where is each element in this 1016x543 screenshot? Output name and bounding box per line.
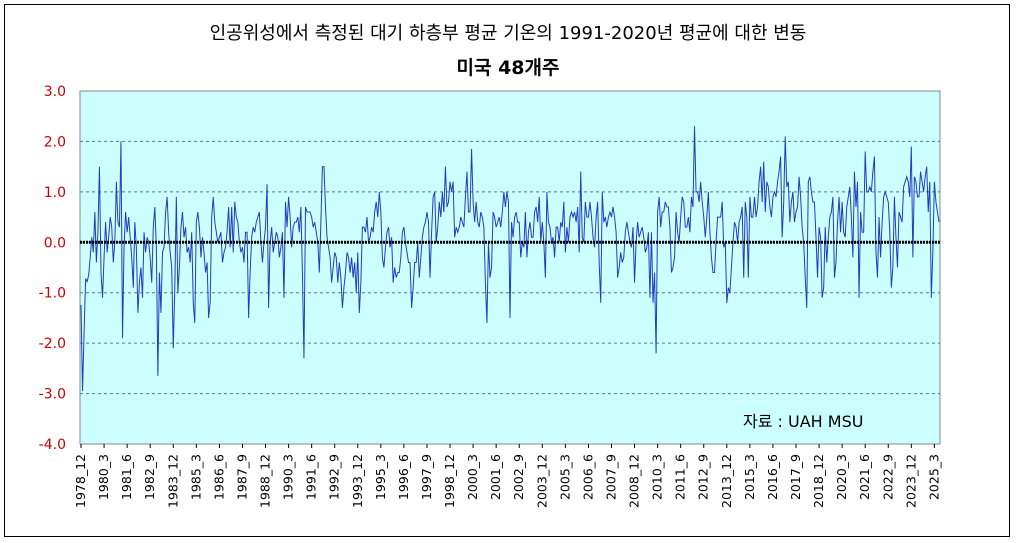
x-tick-label: 2023_12 <box>903 454 918 508</box>
x-tick-label: 2011_6 <box>673 454 688 500</box>
x-tick-label: 1996_6 <box>396 454 411 500</box>
x-tick-label: 1988_12 <box>258 454 273 508</box>
x-tick-label: 2021_6 <box>857 454 872 500</box>
y-tick-label: -3.0 <box>39 387 66 403</box>
x-tick-label: 2005_3 <box>557 454 572 500</box>
x-tick-label: 1991_6 <box>304 454 319 500</box>
x-tick-label: 1992_9 <box>327 454 342 500</box>
series-line <box>80 126 940 392</box>
x-tick-label: 2020_3 <box>834 454 849 500</box>
x-tick-label: 2022_9 <box>880 454 895 500</box>
y-tick-label: -1.0 <box>39 286 66 302</box>
x-tick-label: 1998_12 <box>442 454 457 508</box>
x-tick-label: 2002_9 <box>511 454 526 500</box>
x-tick-label: 1981_6 <box>119 454 134 500</box>
x-tick-label: 2008_12 <box>627 454 642 508</box>
y-tick-label: 0.0 <box>44 235 66 251</box>
x-tick-label: 1990_3 <box>281 454 296 500</box>
x-tick-label: 2016_6 <box>765 454 780 500</box>
x-tick-label: 2012_9 <box>696 454 711 500</box>
x-tick-label: 2007_9 <box>603 454 618 500</box>
y-tick-label: -4.0 <box>39 437 66 453</box>
y-tick-label: 1.0 <box>44 185 66 201</box>
x-tick-label: 2018_12 <box>811 454 826 508</box>
x-tick-label: 1995_3 <box>373 454 388 500</box>
y-tick-label: -2.0 <box>39 336 66 352</box>
plot-area <box>79 90 941 445</box>
x-tick-label: 2013_12 <box>719 454 734 508</box>
x-tick-label: 2010_3 <box>650 454 665 500</box>
x-tick-label: 1982_9 <box>142 454 157 500</box>
x-tick-label: 1980_3 <box>96 454 111 500</box>
x-tick-label: 2015_3 <box>742 454 757 500</box>
x-tick-label: 1985_3 <box>188 454 203 500</box>
x-tick-label: 2003_12 <box>534 454 549 508</box>
x-tick-label: 1987_9 <box>234 454 249 500</box>
y-tick-label: 2.0 <box>44 134 66 150</box>
x-tick-label: 1983_12 <box>165 454 180 508</box>
chart-title: 인공위성에서 측정된 대기 하층부 평균 기온의 1991-2020년 평균에 … <box>209 23 807 44</box>
y-axis: 3.0 2.0 1.0 0.0 -1.0 -2.0 -3.0 -4.0 <box>39 84 66 453</box>
x-tick-label: 2000_3 <box>465 454 480 500</box>
x-tick-label: 1978_12 <box>73 454 88 508</box>
x-tick-label: 2001_6 <box>488 454 503 500</box>
x-axis: 1978_12 1980_3 1981_6 1982_9 1983_12 1985_3 19… <box>73 444 941 508</box>
x-tick-label: 1993_12 <box>350 454 365 508</box>
chart-subtitle: 미국 48개주 <box>456 57 560 79</box>
x-tick-label: 1997_9 <box>419 454 434 500</box>
x-tick-label: 2025_3 <box>926 454 941 500</box>
x-tick-label: 1986_6 <box>211 454 226 500</box>
y-tick-label: 3.0 <box>44 84 66 100</box>
gridlines <box>80 140 940 395</box>
x-tick-label: 2006_6 <box>580 454 595 500</box>
x-tick-label: 2017_9 <box>788 454 803 500</box>
source-note: 자료 : UAH MSU <box>743 412 863 431</box>
